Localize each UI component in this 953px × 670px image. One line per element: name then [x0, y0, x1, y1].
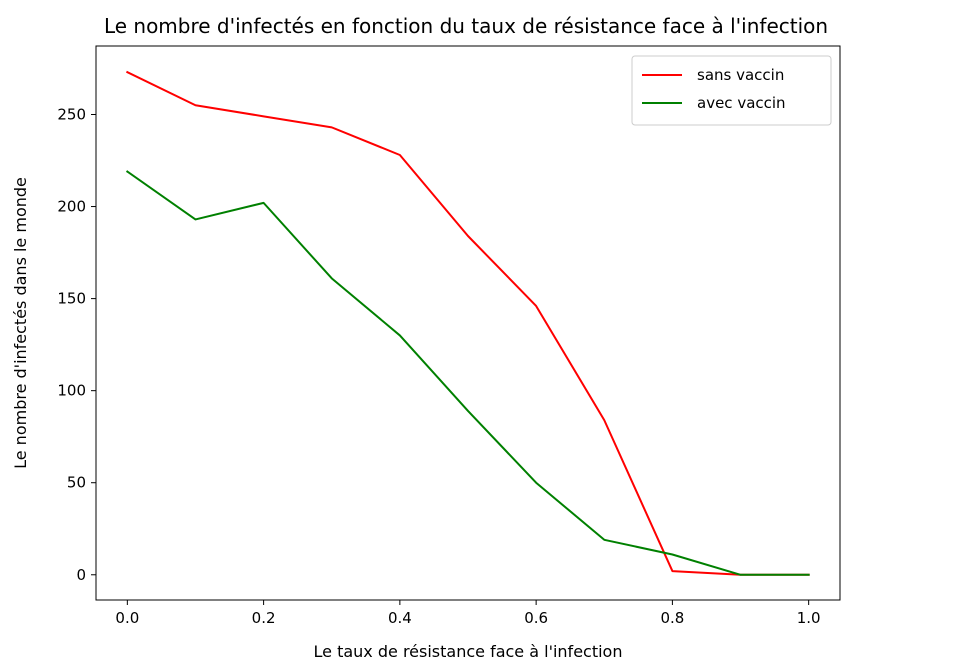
y-axis: 0 50 100 150 200 250 [57, 105, 96, 584]
y-tick-label: 200 [57, 198, 86, 216]
x-tick-label: 0.0 [115, 609, 139, 627]
series-line-sans-vaccin [126, 70, 810, 576]
plot-area [95, 45, 841, 601]
y-tick-label: 0 [76, 566, 86, 584]
legend-box [631, 55, 832, 126]
legend-label: sans vaccin [697, 66, 784, 84]
x-tick-label: 0.2 [252, 609, 276, 627]
chart-title: Le nombre d'infectés en fonction du taux… [104, 14, 828, 38]
x-tick-label: 0.8 [660, 609, 684, 627]
y-tick-label: 50 [67, 474, 86, 492]
series-layer [125, 70, 810, 576]
y-tick-label: 100 [57, 382, 86, 400]
x-axis: 0.0 0.2 0.4 0.6 0.8 1.0 [115, 600, 821, 627]
y-tick-label: 150 [57, 290, 86, 308]
legend: sans vaccin avec vaccin [631, 55, 832, 126]
x-tick-label: 0.6 [524, 609, 548, 627]
x-axis-label: Le taux de résistance face à l'infection [314, 642, 623, 661]
x-tick-label: 1.0 [797, 609, 821, 627]
series-line-avec-vaccin [125, 170, 810, 576]
legend-label: avec vaccin [697, 94, 786, 112]
y-tick-label: 250 [57, 105, 86, 123]
y-axis-label: Le nombre d'infectés dans le monde [11, 177, 30, 469]
x-tick-label: 0.4 [388, 609, 412, 627]
